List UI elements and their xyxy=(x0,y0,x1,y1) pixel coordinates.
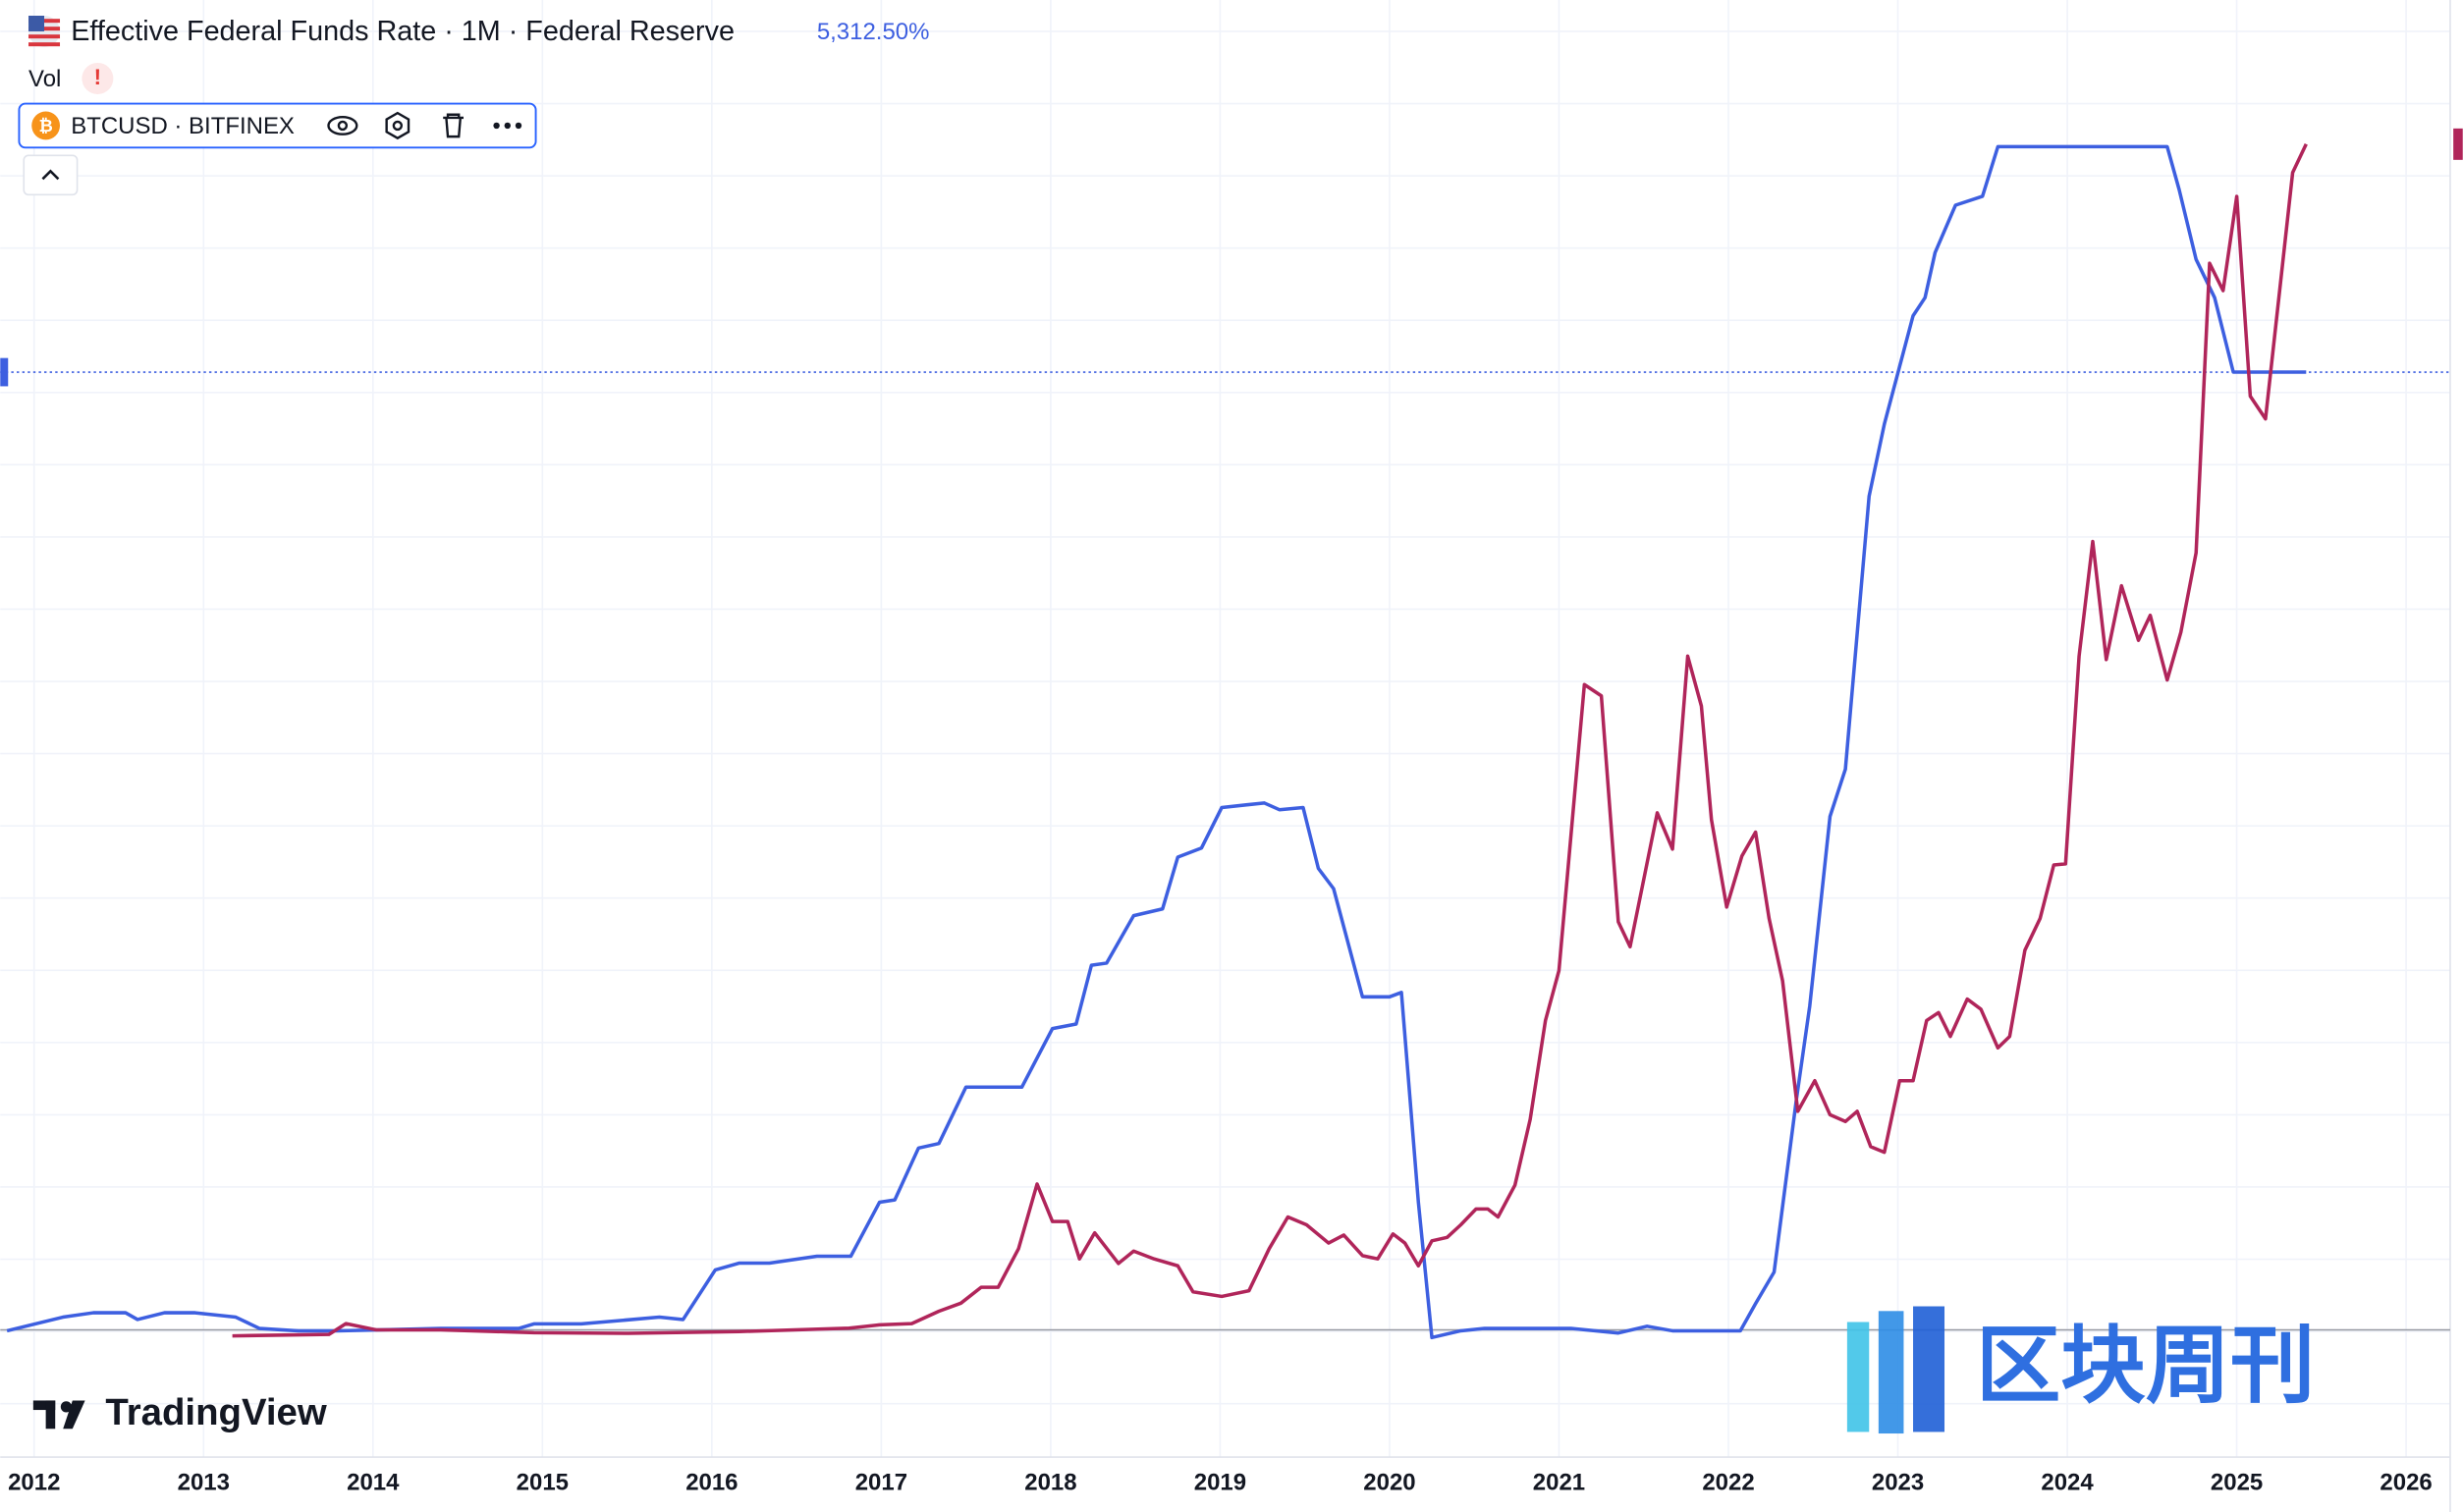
x-tick-label: 2017 xyxy=(855,1470,907,1496)
x-tick-label: 2016 xyxy=(685,1470,738,1496)
last-value-tag xyxy=(0,357,9,387)
warning-mark: ! xyxy=(94,65,101,89)
x-tick-label: 2026 xyxy=(2380,1470,2432,1496)
x-tick-label: 2020 xyxy=(1363,1470,1415,1496)
indicator-value: 5,312.50% xyxy=(817,19,930,45)
x-tick-label: 2024 xyxy=(2041,1470,2094,1496)
overlay-title: BTCUSD · BITFINEX xyxy=(71,113,295,139)
x-tick-label: 2023 xyxy=(1872,1470,1924,1496)
grid xyxy=(0,0,2450,1458)
series-line xyxy=(232,143,2308,1338)
watermark-icon xyxy=(1846,1306,1945,1434)
x-tick-label: 2019 xyxy=(1194,1470,1246,1496)
tradingview-logo: TradingView xyxy=(105,1391,326,1433)
legend-icons[interactable] xyxy=(327,111,465,140)
x-tick-label: 2025 xyxy=(2211,1470,2263,1496)
vol-label: Vol xyxy=(28,66,61,92)
indicator-title: Effective Federal Funds Rate · 1M · Fede… xyxy=(71,16,735,47)
x-tick-label: 2012 xyxy=(8,1470,60,1496)
overlay-legend[interactable] xyxy=(18,102,537,149)
plot xyxy=(0,128,2463,1340)
x-tick-label: 2021 xyxy=(1533,1470,1585,1496)
tradingview-logo-icon xyxy=(32,1400,85,1430)
last-value-tag xyxy=(2453,128,2463,160)
us-flag xyxy=(28,15,61,47)
more-icon[interactable] xyxy=(493,122,522,130)
x-tick-label: 2013 xyxy=(178,1470,230,1496)
x-tick-label: 2015 xyxy=(517,1470,569,1496)
btc-symbol: ₿ xyxy=(38,116,52,135)
btc-icon xyxy=(31,111,61,140)
warning-icon[interactable] xyxy=(82,62,114,94)
x-tick-label: 2014 xyxy=(347,1470,400,1496)
series-line xyxy=(6,144,2307,1340)
x-tick-label: 2018 xyxy=(1024,1470,1076,1496)
collapse-button[interactable] xyxy=(23,154,79,196)
x-tick-label: 2022 xyxy=(1702,1470,1754,1496)
collapse-icon xyxy=(41,169,60,181)
watermark: 区块周刊 xyxy=(1976,1319,2315,1413)
